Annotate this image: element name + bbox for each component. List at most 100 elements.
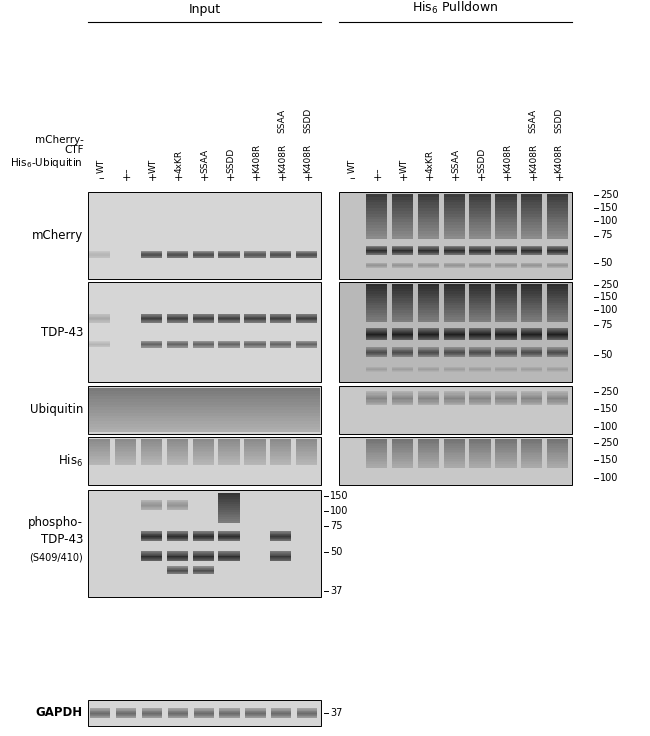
Bar bbox=[547, 353, 568, 354]
Bar bbox=[218, 531, 240, 532]
Bar bbox=[469, 348, 491, 349]
Bar bbox=[366, 303, 387, 305]
Bar bbox=[495, 208, 517, 211]
Bar bbox=[495, 308, 517, 310]
Bar bbox=[194, 710, 214, 711]
Bar bbox=[495, 222, 517, 225]
Bar bbox=[270, 537, 291, 538]
Text: TDP-43: TDP-43 bbox=[40, 533, 83, 545]
Bar bbox=[166, 509, 188, 510]
Bar bbox=[469, 446, 491, 448]
Bar bbox=[218, 556, 240, 557]
Bar bbox=[443, 197, 465, 199]
Bar bbox=[547, 247, 568, 248]
Bar bbox=[218, 537, 240, 538]
Bar bbox=[166, 444, 188, 445]
Bar bbox=[418, 231, 439, 233]
Bar bbox=[418, 248, 439, 249]
Bar bbox=[192, 554, 214, 555]
Bar bbox=[297, 709, 317, 710]
Bar bbox=[521, 336, 543, 337]
Bar bbox=[495, 392, 517, 393]
Bar bbox=[443, 397, 465, 398]
Bar bbox=[418, 205, 439, 208]
Bar bbox=[296, 320, 317, 321]
Bar bbox=[89, 399, 320, 402]
Bar bbox=[218, 514, 240, 515]
Bar bbox=[469, 331, 491, 332]
Bar bbox=[218, 442, 240, 444]
Bar bbox=[218, 498, 240, 500]
Bar bbox=[495, 294, 517, 296]
Bar bbox=[469, 441, 491, 442]
Bar bbox=[218, 521, 240, 523]
Bar bbox=[495, 399, 517, 400]
Bar bbox=[192, 558, 214, 559]
Bar bbox=[443, 462, 465, 464]
Bar bbox=[297, 717, 317, 718]
Bar bbox=[547, 284, 568, 286]
Bar bbox=[547, 225, 568, 228]
Bar bbox=[443, 249, 465, 250]
Bar bbox=[392, 231, 413, 233]
Bar bbox=[495, 315, 517, 317]
Bar bbox=[366, 392, 387, 393]
Bar bbox=[366, 453, 387, 455]
Bar bbox=[495, 348, 517, 349]
Bar bbox=[168, 716, 188, 717]
Bar bbox=[392, 313, 413, 315]
Bar bbox=[418, 329, 439, 330]
Bar bbox=[392, 351, 413, 352]
Bar bbox=[495, 391, 517, 392]
Bar bbox=[392, 216, 413, 219]
Bar bbox=[418, 328, 439, 329]
Bar bbox=[469, 254, 491, 255]
Bar bbox=[89, 457, 111, 459]
Bar bbox=[443, 300, 465, 303]
Bar bbox=[547, 199, 568, 202]
Bar bbox=[469, 450, 491, 452]
Bar bbox=[192, 540, 214, 541]
Bar bbox=[166, 315, 188, 316]
Bar bbox=[521, 441, 543, 442]
Bar bbox=[392, 464, 413, 466]
Bar bbox=[392, 205, 413, 208]
Bar bbox=[366, 300, 387, 303]
Bar bbox=[270, 447, 291, 449]
Bar bbox=[218, 553, 240, 554]
Bar bbox=[366, 219, 387, 222]
Bar bbox=[392, 347, 413, 348]
Bar bbox=[392, 291, 413, 294]
Bar bbox=[270, 439, 291, 441]
Bar bbox=[89, 447, 111, 449]
Bar bbox=[547, 356, 568, 357]
Bar bbox=[521, 216, 543, 219]
Bar bbox=[521, 199, 543, 202]
Bar bbox=[418, 399, 439, 400]
Bar bbox=[366, 197, 387, 199]
Bar bbox=[521, 202, 543, 205]
Bar bbox=[366, 452, 387, 453]
Bar bbox=[89, 314, 111, 315]
Bar bbox=[115, 449, 136, 450]
Bar bbox=[270, 456, 291, 457]
Bar bbox=[418, 202, 439, 205]
Bar bbox=[244, 439, 266, 441]
Text: K408R: K408R bbox=[554, 144, 564, 173]
Bar bbox=[495, 197, 517, 199]
Bar bbox=[495, 333, 517, 334]
Bar bbox=[270, 314, 291, 315]
Bar bbox=[443, 442, 465, 445]
Bar bbox=[392, 393, 413, 394]
Bar bbox=[141, 540, 162, 541]
Bar bbox=[192, 552, 214, 553]
Bar bbox=[218, 439, 240, 441]
Bar bbox=[521, 253, 543, 254]
Bar bbox=[443, 335, 465, 336]
Bar bbox=[366, 329, 387, 330]
Bar bbox=[392, 452, 413, 453]
Bar bbox=[297, 711, 317, 712]
Bar bbox=[366, 450, 387, 452]
Bar bbox=[469, 202, 491, 205]
Bar bbox=[220, 717, 240, 718]
